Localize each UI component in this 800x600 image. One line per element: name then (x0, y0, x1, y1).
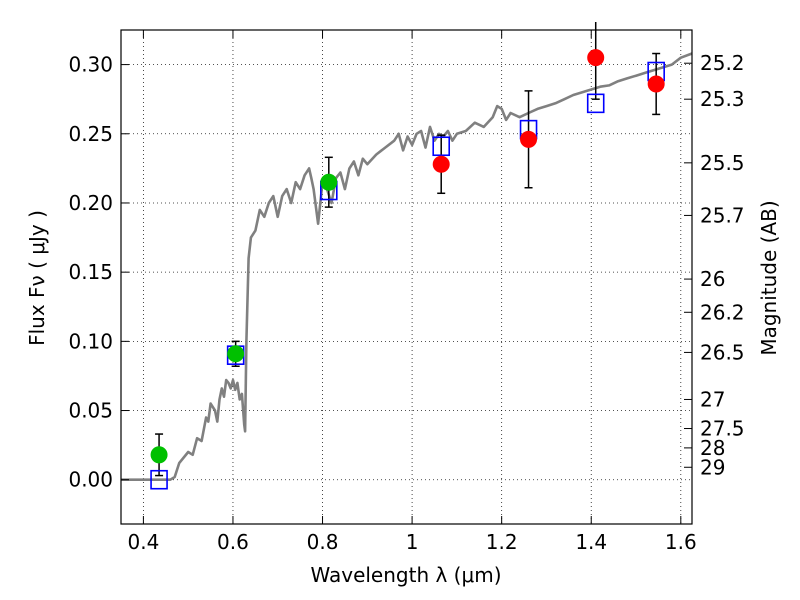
y-axis-label: Flux Fν ( μJy ) (25, 210, 49, 346)
right-tick-label: 25.3 (700, 87, 745, 111)
model-photometry-point (586, 93, 605, 114)
observed-point (587, 49, 605, 67)
y-tick-label: 0.25 (68, 122, 113, 146)
y-tick-label: 0.10 (68, 329, 113, 353)
axes (120, 29, 693, 525)
x-tick-label: 1.2 (486, 530, 518, 554)
x-tick-label: 0.4 (127, 530, 159, 554)
observed-point (320, 173, 338, 191)
model-photometry-markers (150, 61, 665, 490)
right-tick-label: 25.5 (700, 151, 745, 175)
right-tick-label: 27 (700, 387, 725, 411)
x-tick-label: 0.6 (217, 530, 249, 554)
observed-point (227, 345, 245, 363)
x-tick-label: 1.4 (575, 530, 607, 554)
x-axis-ticks: 0.4 0.6 0.8 1 1.2 1.4 1.6 (127, 30, 697, 554)
observed-point (432, 155, 450, 173)
observed-point (520, 130, 538, 148)
right-tick-label: 26 (700, 267, 725, 291)
model-spectrum-line (121, 52, 693, 481)
y-axis-ticks: 0.00 0.05 0.10 0.15 0.20 0.25 0.30 (68, 53, 129, 492)
right-tick-label: 25.7 (700, 203, 745, 227)
right-tick-label: 28 (700, 436, 725, 460)
model-photometry-point (432, 136, 451, 157)
right-tick-label: 26.2 (700, 300, 745, 324)
right-tick-label: 27.5 (700, 417, 745, 441)
model-spectrum (121, 52, 693, 481)
plot-frame (120, 29, 693, 525)
x-axis-label: Wavelength λ (μm) (310, 563, 501, 587)
x-tick-label: 1.6 (665, 530, 697, 554)
right-tick-label: 26.5 (700, 340, 745, 364)
y-tick-label: 0.15 (68, 260, 113, 284)
right-tick-label: 25.2 (700, 51, 745, 75)
y-tick-label: 0.30 (68, 53, 113, 77)
model-photometry-point (150, 469, 168, 490)
x-tick-label: 0.8 (307, 530, 339, 554)
observed-point (150, 446, 168, 464)
grid-lines (121, 30, 692, 524)
y-tick-label: 0.05 (68, 399, 113, 423)
right-tick-label: 29 (700, 455, 725, 479)
y-tick-label: 0.20 (68, 191, 113, 215)
observed-point (647, 75, 665, 93)
right-axis-label: Magnitude (AB) (757, 200, 781, 355)
observed-markers (150, 49, 665, 464)
y-tick-label: 0.00 (68, 468, 113, 492)
x-tick-label: 1 (406, 530, 419, 554)
error-bars (155, 22, 661, 477)
